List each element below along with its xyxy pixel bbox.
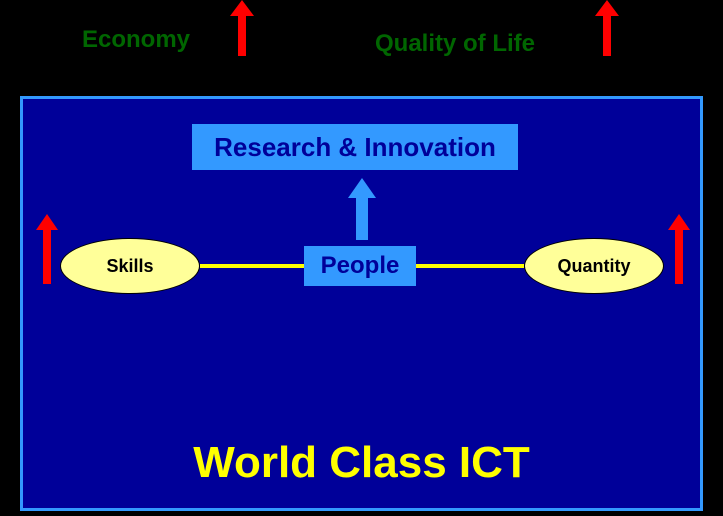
research-innovation-box: Research & Innovation (192, 124, 518, 170)
people-label: People (321, 252, 400, 280)
footer-title: World Class ICT (0, 438, 723, 488)
quantity-up-arrow (668, 214, 690, 284)
quantity-label: Quantity (557, 256, 630, 277)
quantity-ellipse: Quantity (524, 238, 664, 294)
research-innovation-label: Research & Innovation (214, 132, 496, 163)
skills-up-arrow (36, 214, 58, 284)
economy-up-arrow (230, 0, 254, 56)
skills-label: Skills (106, 256, 153, 277)
connector-left (200, 264, 304, 268)
people-box: People (304, 246, 416, 286)
economy-label: Economy (82, 26, 190, 54)
quality-of-life-label: Quality of Life (375, 30, 535, 58)
connector-right (416, 264, 524, 268)
skills-ellipse: Skills (60, 238, 200, 294)
quality-up-arrow (595, 0, 619, 56)
people-to-research-arrow (348, 178, 376, 240)
